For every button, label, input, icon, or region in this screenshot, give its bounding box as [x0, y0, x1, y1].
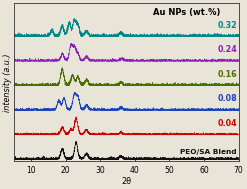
Text: 0.08: 0.08	[217, 94, 237, 103]
Text: PEO/SA Blend: PEO/SA Blend	[180, 149, 237, 155]
Text: 0.32: 0.32	[217, 21, 237, 30]
Y-axis label: intensity (a.u.): intensity (a.u.)	[3, 53, 12, 112]
X-axis label: 2θ: 2θ	[121, 177, 131, 186]
Text: 0.24: 0.24	[217, 45, 237, 54]
Text: 0.04: 0.04	[217, 119, 237, 128]
Text: Au NPs (wt.%): Au NPs (wt.%)	[153, 8, 221, 17]
Text: 0.16: 0.16	[217, 70, 237, 79]
